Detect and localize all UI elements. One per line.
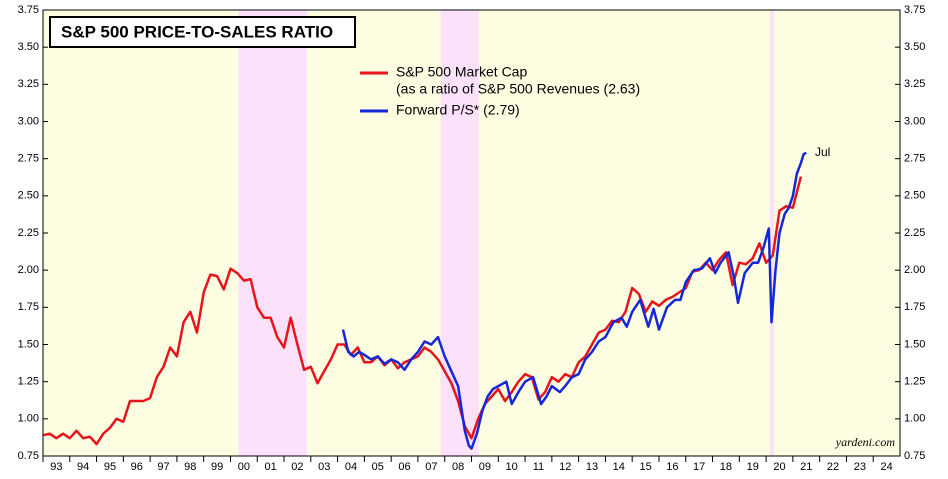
legend-label: S&P 500 Market Cap — [396, 64, 527, 80]
x-tick-label: 19 — [747, 461, 759, 473]
y-tick-label: 1.25 — [904, 376, 925, 388]
y-tick-label: 2.75 — [904, 153, 925, 165]
x-tick-label: 20 — [773, 461, 785, 473]
x-tick-label: 23 — [854, 461, 866, 473]
x-tick-label: 12 — [559, 461, 571, 473]
x-tick-label: 09 — [479, 461, 491, 473]
y-tick-label: 1.00 — [904, 413, 925, 425]
y-tick-label: 1.75 — [904, 301, 925, 313]
y-tick-label: 2.25 — [904, 227, 925, 239]
y-tick-label: 2.00 — [18, 264, 39, 276]
legend-note: (as a ratio of S&P 500 Revenues (2.63) — [396, 81, 640, 97]
x-tick-label: 14 — [613, 461, 625, 473]
x-tick-label: 05 — [372, 461, 384, 473]
y-tick-label: 3.00 — [904, 115, 925, 127]
y-tick-label: 3.50 — [904, 41, 925, 53]
series-line — [42, 176, 803, 446]
y-tick-label: 0.75 — [904, 450, 925, 462]
x-tick-label: 03 — [318, 461, 330, 473]
plot-area: 3.75 3.75 3.50 3.50 3.25 3.25 3.00 3.00 2.75 2.75… — [18, 4, 926, 473]
y-tick-label: 0.75 — [18, 450, 39, 462]
x-tick-label: 13 — [586, 461, 598, 473]
y-tick-label: 3.00 — [18, 115, 39, 127]
x-tick-label: 96 — [131, 461, 143, 473]
x-tick-label: 16 — [666, 461, 678, 473]
y-tick-label: 2.50 — [904, 190, 925, 202]
x-tick-label: 21 — [800, 461, 812, 473]
shaded-period — [440, 10, 479, 456]
y-tick-label: 3.25 — [18, 78, 39, 90]
x-tick-label: 99 — [211, 461, 223, 473]
x-tick-label: 97 — [157, 461, 169, 473]
legend-label: Forward P/S* (2.79) — [396, 102, 520, 118]
x-tick-label: 02 — [291, 461, 303, 473]
y-tick-label: 3.75 — [18, 4, 39, 16]
y-tick-label: 1.50 — [904, 338, 925, 350]
x-tick-label: 06 — [398, 461, 410, 473]
shaded-period — [770, 10, 775, 456]
x-tick-label: 95 — [104, 461, 116, 473]
y-tick-label: 2.25 — [18, 227, 39, 239]
source: yardeni.com — [835, 435, 896, 449]
x-tick-label: 15 — [639, 461, 651, 473]
x-tick-label: 18 — [720, 461, 732, 473]
x-tick-label: 24 — [880, 461, 892, 473]
y-tick-label: 1.75 — [18, 301, 39, 313]
x-tick-label: 07 — [425, 461, 437, 473]
y-tick-label: 2.00 — [904, 264, 925, 276]
y-tick-label: 3.25 — [904, 78, 925, 90]
x-tick-label: 08 — [452, 461, 464, 473]
y-tick-label: 3.75 — [904, 4, 925, 16]
y-tick-label: 1.00 — [18, 413, 39, 425]
x-tick-label: 93 — [50, 461, 62, 473]
x-tick-label: 01 — [265, 461, 277, 473]
chart-title: S&P 500 PRICE-TO-SALES RATIO — [61, 22, 333, 41]
x-tick-label: 98 — [184, 461, 196, 473]
annotation: Jul — [815, 145, 830, 159]
title-box — [49, 16, 356, 48]
y-tick-label: 2.50 — [18, 190, 39, 202]
x-tick-label: 22 — [827, 461, 839, 473]
x-tick-label: 04 — [345, 461, 357, 473]
x-tick-label: 00 — [238, 461, 250, 473]
x-tick-label: 17 — [693, 461, 705, 473]
x-tick-label: 10 — [506, 461, 518, 473]
series-line — [341, 151, 807, 450]
x-tick-label: 94 — [77, 461, 89, 473]
y-tick-label: 2.75 — [18, 153, 39, 165]
y-tick-label: 3.50 — [18, 41, 39, 53]
shaded-period — [238, 10, 307, 456]
y-tick-label: 1.25 — [18, 376, 39, 388]
y-tick-label: 1.50 — [18, 338, 39, 350]
plot-frame — [42, 9, 901, 457]
x-tick-label: 11 — [533, 461, 544, 473]
